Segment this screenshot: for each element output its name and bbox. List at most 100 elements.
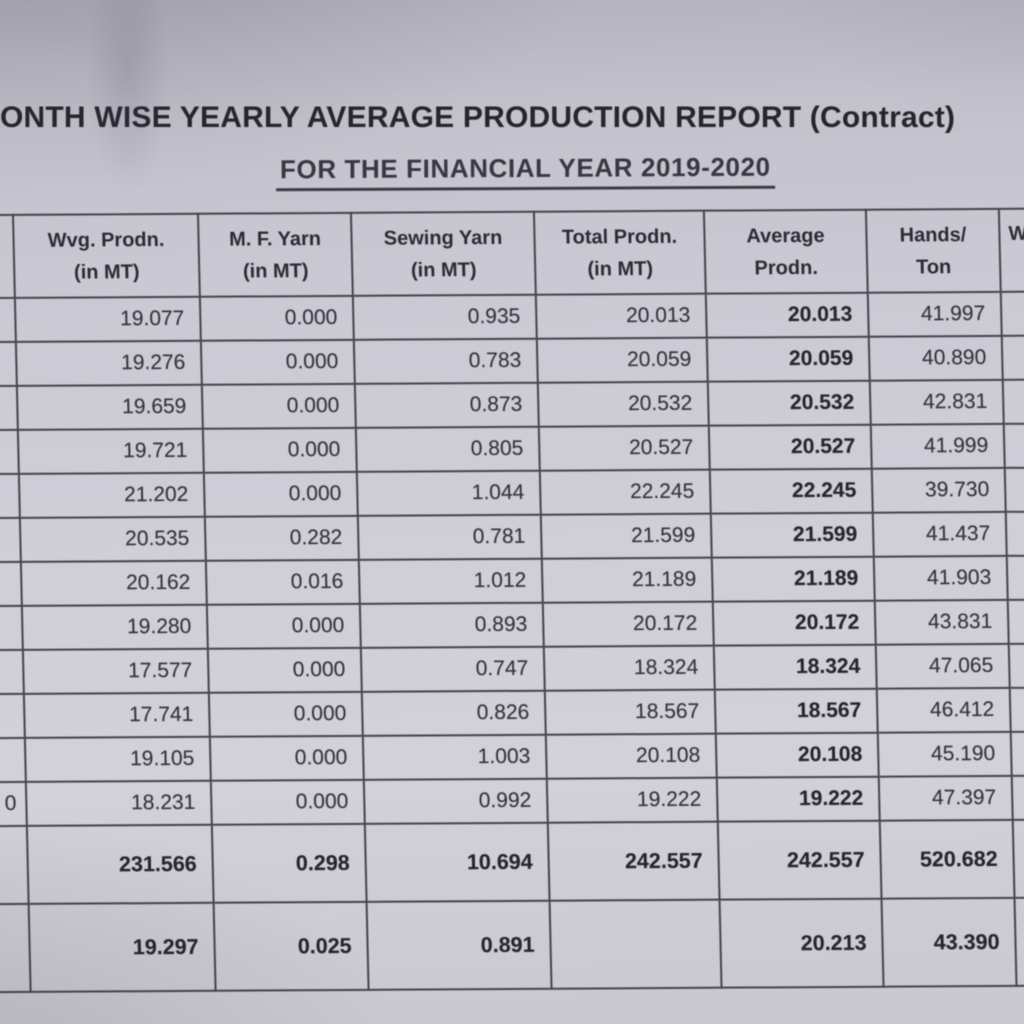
cell-mf: 0.000 xyxy=(209,735,364,781)
cell-average: 21.189 xyxy=(711,556,875,602)
cell-w xyxy=(1001,335,1024,380)
header-line1: Average xyxy=(746,224,825,247)
cell-sewing: 0.826 xyxy=(361,690,546,736)
cell-sewing: 10.694 xyxy=(364,822,550,902)
cell-wvg: 19.276 xyxy=(15,340,202,386)
cell-sewing: 1.044 xyxy=(356,470,541,516)
cell-mf: 0.016 xyxy=(205,559,360,605)
cell-total: 21.189 xyxy=(541,557,713,603)
cell-hands: 520.682 xyxy=(879,819,1015,899)
table-header-row: Wvg. Prodn. (in MT) M. F. Yarn (in MT) Sewin… xyxy=(0,208,1024,299)
cell-hands: 43.390 xyxy=(881,897,1017,987)
cell-w xyxy=(1011,775,1024,820)
cell-total: 242.557 xyxy=(547,821,720,901)
cell-hands: 41.997 xyxy=(867,291,1002,337)
cell-hands: 46.412 xyxy=(876,687,1011,733)
cell-wvg: 19.280 xyxy=(21,604,208,650)
report-subtitle-wrap: FOR THE FINANCIAL YEAR 2019-2020 xyxy=(0,151,1024,192)
cell-w xyxy=(1014,897,1024,986)
cell-wvg: 231.566 xyxy=(26,824,214,904)
cell-hands: 47.397 xyxy=(878,775,1013,821)
cell-sewing: 0.891 xyxy=(366,900,552,990)
cell-hands: 45.190 xyxy=(877,731,1012,777)
cell-sewing: 0.992 xyxy=(363,778,548,824)
cell-sewing: 0.783 xyxy=(353,338,538,384)
production-table: Wvg. Prodn. (in MT) M. F. Yarn (in MT) Sewin… xyxy=(0,207,1024,994)
cell-hands: 40.890 xyxy=(868,335,1003,381)
cell-month xyxy=(0,385,18,431)
cell-total: 18.567 xyxy=(544,689,716,735)
cell-mf: 0.025 xyxy=(213,901,369,991)
header-line1: Hands/ xyxy=(899,223,967,246)
cell-month xyxy=(0,903,31,993)
header-line2: (in MT) xyxy=(587,257,654,280)
table-row-3: 19.659 0.000 0.873 20.532 20.532 42.831 xyxy=(0,379,1024,431)
cell-wvg: 19.077 xyxy=(14,296,201,342)
cell-w xyxy=(1012,819,1024,898)
cell-wvg: 18.231 xyxy=(25,780,212,826)
header-line1: W xyxy=(1008,222,1024,245)
cell-month xyxy=(0,517,21,563)
cell-total: 20.527 xyxy=(538,425,710,471)
cell-w xyxy=(1006,555,1024,600)
cell-total: 19.222 xyxy=(546,777,718,823)
totals-row: 231.566 0.298 10.694 242.557 242.557 520.682 xyxy=(0,819,1024,905)
header-total: Total Prodn. (in MT) xyxy=(533,210,706,295)
cell-w xyxy=(1010,731,1024,776)
cell-month: 0 xyxy=(0,781,27,827)
cell-sewing: 0.781 xyxy=(357,514,542,560)
header-line2: Ton xyxy=(915,255,952,278)
cell-sewing: 1.012 xyxy=(358,558,543,604)
cell-mf: 0.000 xyxy=(200,339,355,385)
table-row-9: 17.577 0.000 0.747 18.324 18.324 47.065 xyxy=(0,643,1024,695)
cell-total: 20.532 xyxy=(537,381,709,427)
cell-month xyxy=(0,605,23,651)
cell-hands: 39.730 xyxy=(871,467,1006,513)
cell-mf: 0.000 xyxy=(203,471,358,517)
cell-average: 20.532 xyxy=(707,380,871,426)
header-sewing: Sewing Yarn (in MT) xyxy=(350,211,536,296)
cell-mf: 0.000 xyxy=(210,779,365,825)
average-row: 19.297 0.025 0.891 20.213 43.390 xyxy=(0,897,1024,993)
cell-average: 20.527 xyxy=(708,424,872,470)
production-table-wrap: Wvg. Prodn. (in MT) M. F. Yarn (in MT) Sewin… xyxy=(0,207,1024,994)
cell-average: 20.108 xyxy=(715,732,879,778)
cell-mf: 0.000 xyxy=(201,383,356,429)
cell-average: 19.222 xyxy=(716,776,880,822)
cell-w xyxy=(1002,379,1024,424)
cell-month xyxy=(0,693,25,739)
cell-total: 20.172 xyxy=(542,601,714,647)
cell-sewing: 0.805 xyxy=(355,426,540,472)
cell-wvg: 19.105 xyxy=(24,736,211,782)
cell-sewing: 0.747 xyxy=(360,646,545,692)
table-row-12: 0 18.231 0.000 0.992 19.222 19.222 47.397 xyxy=(0,775,1024,827)
table-row-7: 20.162 0.016 1.012 21.189 21.189 41.903 xyxy=(0,555,1024,607)
cell-total: 20.013 xyxy=(535,293,707,339)
header-line2: (in MT) xyxy=(410,258,477,281)
header-line2: (in MT) xyxy=(73,260,140,284)
cell-hands: 41.437 xyxy=(872,511,1007,557)
cell-average: 20.013 xyxy=(705,292,869,338)
cell-month xyxy=(0,341,17,387)
cell-average: 18.567 xyxy=(714,688,878,734)
cell-average: 242.557 xyxy=(717,820,882,900)
cell-w xyxy=(1003,423,1024,468)
cell-wvg: 17.577 xyxy=(22,648,209,694)
cell-w xyxy=(1008,643,1024,688)
header-line1: M. F. Yarn xyxy=(228,227,322,251)
cell-w xyxy=(1000,291,1024,336)
cell-mf: 0.000 xyxy=(199,295,354,341)
report-subtitle: FOR THE FINANCIAL YEAR 2019-2020 xyxy=(275,151,775,192)
cell-w xyxy=(1004,467,1024,512)
header-w: W xyxy=(998,208,1024,292)
cell-sewing: 0.893 xyxy=(359,602,544,648)
cell-total xyxy=(549,899,722,989)
cell-sewing: 0.873 xyxy=(354,382,539,428)
cell-average: 20.172 xyxy=(712,600,876,646)
cell-w xyxy=(1009,687,1024,732)
header-average: Average Prodn. xyxy=(703,209,868,294)
cell-w xyxy=(1007,599,1024,644)
header-line2: Prodn. xyxy=(754,256,819,279)
cell-total: 20.108 xyxy=(545,733,717,779)
